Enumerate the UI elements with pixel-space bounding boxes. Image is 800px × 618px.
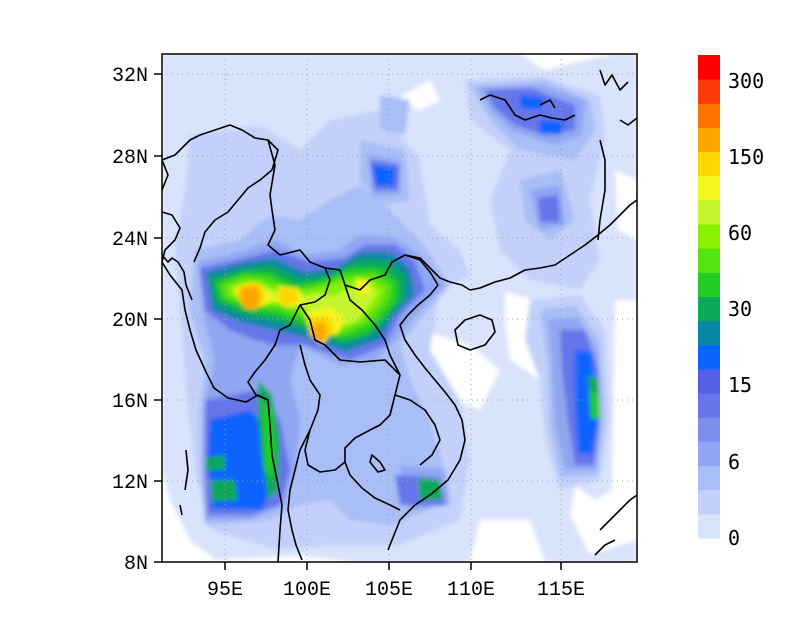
colorbar-label: 30 bbox=[728, 297, 752, 321]
colorbar-swatch bbox=[698, 272, 720, 297]
y-tick-label: 28N bbox=[112, 147, 148, 170]
colorbar-swatch bbox=[698, 417, 720, 442]
colorbar-swatch bbox=[698, 248, 720, 273]
colorbar-swatch bbox=[698, 441, 720, 467]
colorbar-swatch bbox=[698, 55, 720, 80]
precipitation-contours bbox=[162, 54, 637, 562]
y-tick-label: 24N bbox=[112, 229, 148, 252]
coastlines-borders bbox=[162, 69, 637, 562]
colorbar-label: 6 bbox=[728, 450, 740, 474]
colorbar-swatch bbox=[698, 489, 720, 515]
coastline-china bbox=[469, 199, 637, 291]
colorbar-swatch bbox=[698, 465, 720, 491]
x-tick-label: 110E bbox=[447, 579, 495, 602]
colorbar-label: 300 bbox=[728, 69, 764, 93]
colorbar-swatch bbox=[698, 320, 720, 346]
map-grid bbox=[162, 54, 637, 562]
colorbar-swatch bbox=[698, 393, 720, 418]
colorbar-swatch bbox=[698, 513, 720, 539]
colorbar-swatch bbox=[698, 368, 720, 394]
colorbar-swatch bbox=[698, 199, 720, 225]
y-tick-label: 20N bbox=[112, 310, 148, 333]
colorbar-labels: 300 150 60 30 15 6 0 bbox=[728, 69, 764, 550]
y-tick-label: 16N bbox=[112, 391, 148, 414]
colorbar bbox=[698, 55, 720, 539]
x-tick-labels: 95E 100E 105E 110E 115E bbox=[207, 579, 585, 602]
y-tick-label: 32N bbox=[112, 65, 148, 88]
border-myanmar-china bbox=[267, 139, 331, 326]
map-frame bbox=[161, 53, 638, 563]
colorbar-swatch bbox=[698, 79, 720, 104]
colorbar-swatch bbox=[698, 224, 720, 249]
colorbar-swatch bbox=[698, 151, 720, 177]
colorbar-label: 0 bbox=[728, 526, 740, 550]
y-tick-label: 8N bbox=[124, 553, 148, 576]
colorbar-label: 60 bbox=[728, 221, 752, 245]
colorbar-swatch bbox=[698, 296, 720, 322]
colorbar-label: 150 bbox=[728, 145, 764, 169]
colorbar-swatch bbox=[698, 344, 720, 370]
colorbar-swatch bbox=[698, 175, 720, 201]
colorbar-swatch bbox=[698, 103, 720, 128]
colorbar-swatch bbox=[698, 127, 720, 153]
x-tick-label: 95E bbox=[207, 579, 243, 602]
border-myanmar-north bbox=[162, 124, 279, 263]
island-hainan bbox=[454, 314, 496, 351]
x-tick-label: 105E bbox=[365, 579, 413, 602]
colorbar-label: 15 bbox=[728, 373, 752, 397]
y-tick-labels: 32N 28N 24N 20N 16N 12N 8N bbox=[112, 65, 148, 576]
axis-ticks bbox=[154, 73, 562, 570]
x-tick-label: 115E bbox=[537, 579, 585, 602]
x-tick-label: 100E bbox=[283, 579, 331, 602]
coastline-west bbox=[162, 211, 283, 562]
y-tick-label: 12N bbox=[112, 472, 148, 495]
coastline-vietnam bbox=[387, 284, 466, 551]
